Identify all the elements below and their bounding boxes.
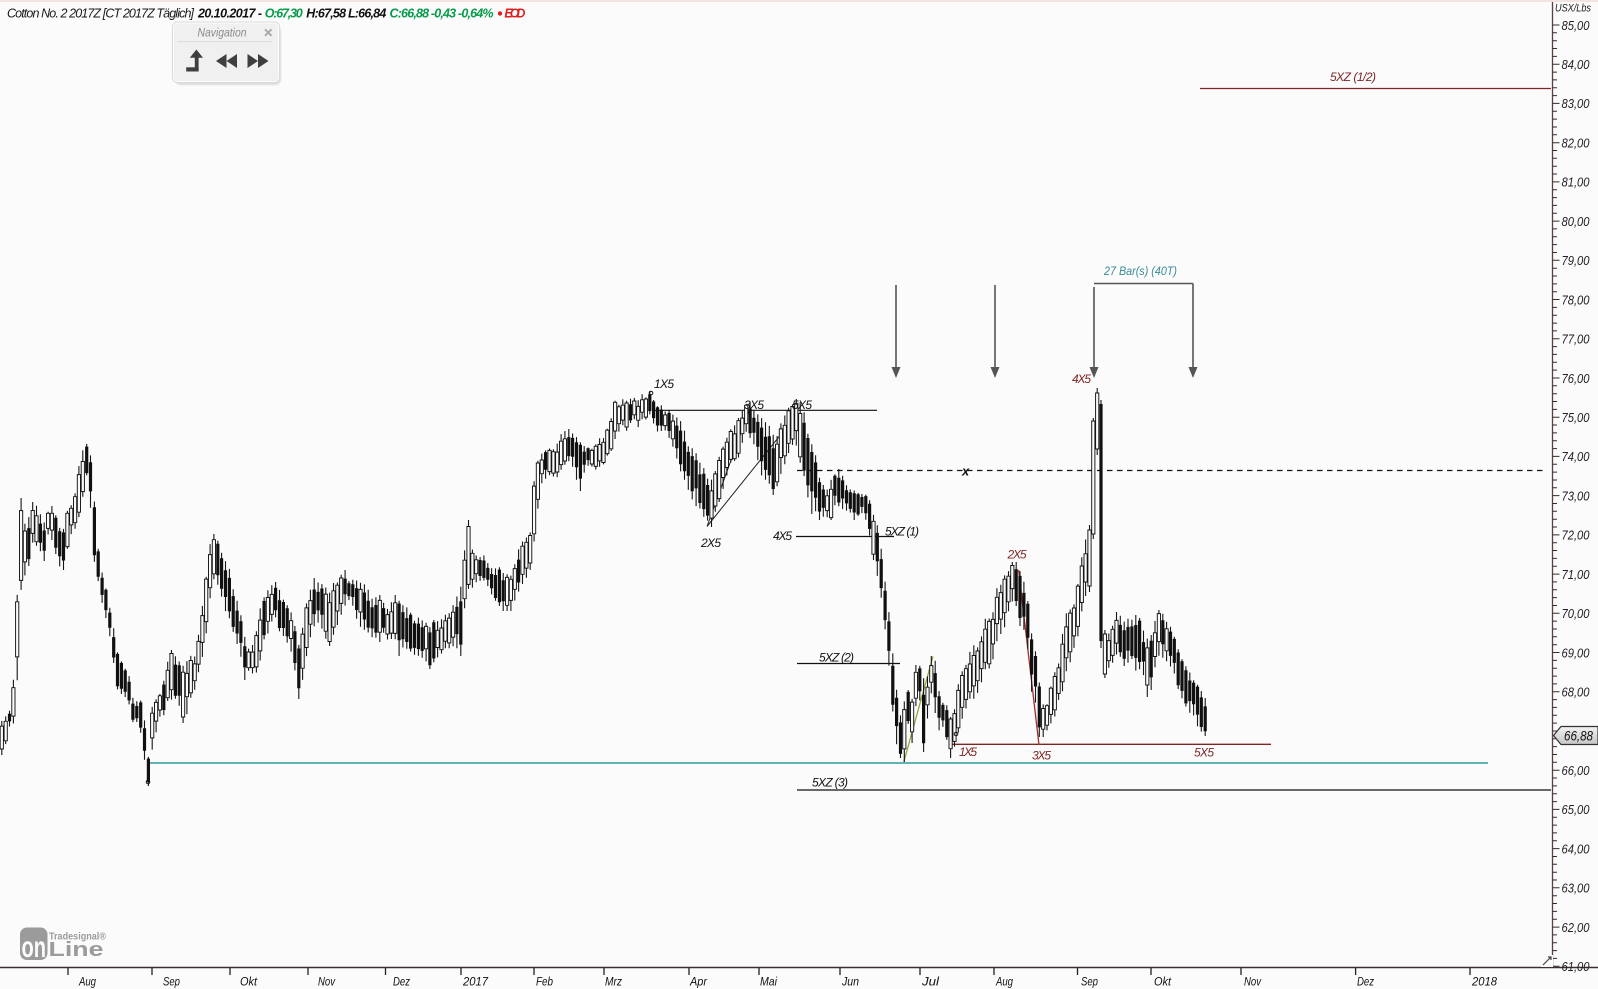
svg-text:3X5: 3X5 <box>1032 749 1051 763</box>
svg-text:H:67,58 L:66,84: H:67,58 L:66,84 <box>306 7 386 21</box>
svg-text:27 Bar(s) (40T): 27 Bar(s) (40T) <box>1103 264 1177 278</box>
svg-text:4X5: 4X5 <box>1072 372 1091 386</box>
svg-text:Mai: Mai <box>760 975 777 989</box>
svg-text:66,88: 66,88 <box>1564 729 1593 744</box>
svg-text:EOD: EOD <box>504 7 525 21</box>
svg-text:84,00: 84,00 <box>1562 57 1591 72</box>
svg-text:2X5: 2X5 <box>700 536 721 550</box>
svg-text:72,00: 72,00 <box>1562 528 1591 543</box>
svg-text:5XZ (1/2): 5XZ (1/2) <box>1330 70 1376 84</box>
svg-text:80,00: 80,00 <box>1562 214 1591 229</box>
svg-text:2018: 2018 <box>1471 975 1497 989</box>
svg-text:Sep: Sep <box>163 975 180 989</box>
svg-text:5X5: 5X5 <box>1194 746 1214 760</box>
svg-text:69,00: 69,00 <box>1562 645 1591 660</box>
svg-text:2017: 2017 <box>462 975 489 989</box>
svg-text:68,00: 68,00 <box>1562 685 1591 700</box>
svg-text:Nov: Nov <box>1244 975 1262 989</box>
svg-text:Sep: Sep <box>1081 975 1098 989</box>
svg-text:Tradesignal®: Tradesignal® <box>49 932 107 943</box>
svg-text:62,00: 62,00 <box>1562 920 1591 935</box>
svg-text:78,00: 78,00 <box>1562 292 1591 307</box>
svg-text:1X5: 1X5 <box>654 377 674 391</box>
svg-text:66,00: 66,00 <box>1562 763 1591 778</box>
svg-text:74,00: 74,00 <box>1562 449 1591 464</box>
svg-text:Okt: Okt <box>240 975 258 989</box>
svg-text:4X5: 4X5 <box>773 529 792 543</box>
svg-text:O:67,30: O:67,30 <box>265 7 303 21</box>
svg-text:Dez: Dez <box>393 975 410 989</box>
svg-text:79,00: 79,00 <box>1562 253 1591 268</box>
svg-text:C:66,88 -0,43 -0,64%: C:66,88 -0,43 -0,64% <box>390 7 494 21</box>
svg-text:3X5: 3X5 <box>744 398 764 412</box>
svg-text:20.10.2017 -: 20.10.2017 - <box>197 7 262 21</box>
svg-text:85,00: 85,00 <box>1562 18 1591 33</box>
svg-text:Aug: Aug <box>78 975 96 989</box>
svg-text:76,00: 76,00 <box>1562 371 1591 386</box>
svg-text:73,00: 73,00 <box>1562 488 1591 503</box>
svg-text:83,00: 83,00 <box>1562 96 1591 111</box>
svg-text:1X5: 1X5 <box>959 745 977 759</box>
svg-text:Okt: Okt <box>1154 975 1172 989</box>
svg-text:Jul: Jul <box>921 975 939 989</box>
svg-text:Line: Line <box>49 939 104 961</box>
svg-text:Cotton No. 2 2017Z [CT 2017Z T: Cotton No. 2 2017Z [CT 2017Z Täglich] <box>7 7 195 21</box>
svg-text:Nov: Nov <box>318 975 336 989</box>
svg-text:Mrz: Mrz <box>605 975 622 989</box>
svg-text:5XZ (2): 5XZ (2) <box>819 651 854 665</box>
svg-text:61,00: 61,00 <box>1562 959 1591 974</box>
svg-text:Navigation: Navigation <box>198 26 247 40</box>
svg-text:x: x <box>961 464 970 479</box>
svg-text:Aug: Aug <box>995 975 1013 989</box>
svg-text:65,00: 65,00 <box>1562 802 1591 817</box>
svg-text:Feb: Feb <box>536 975 553 989</box>
svg-text:on: on <box>22 931 47 964</box>
svg-text:5XZ (3): 5XZ (3) <box>812 776 848 790</box>
svg-text:Apr: Apr <box>689 975 708 989</box>
svg-text:2X5: 2X5 <box>1007 548 1027 562</box>
svg-text:64,00: 64,00 <box>1562 841 1591 856</box>
svg-text:77,00: 77,00 <box>1562 332 1591 347</box>
svg-text:75,00: 75,00 <box>1562 410 1591 425</box>
svg-text:Dez: Dez <box>1357 975 1374 989</box>
svg-text:70,00: 70,00 <box>1562 606 1591 621</box>
svg-text:71,00: 71,00 <box>1562 567 1591 582</box>
svg-text:63,00: 63,00 <box>1562 881 1591 896</box>
svg-text:5X5: 5X5 <box>792 398 812 412</box>
svg-text:81,00: 81,00 <box>1562 175 1591 190</box>
svg-text:82,00: 82,00 <box>1562 136 1591 151</box>
svg-text:USX/Lbs: USX/Lbs <box>1555 3 1591 15</box>
svg-text:5XZ (1): 5XZ (1) <box>885 525 919 539</box>
svg-text:Jun: Jun <box>841 975 859 989</box>
